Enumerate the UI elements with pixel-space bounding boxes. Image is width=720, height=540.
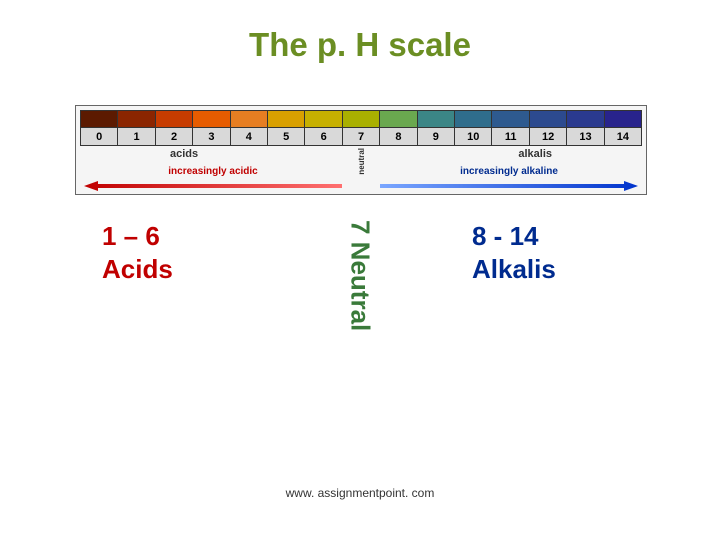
ph-color-box bbox=[530, 111, 567, 127]
ph-number: 12 bbox=[530, 128, 567, 145]
ph-number: 9 bbox=[418, 128, 455, 145]
ph-number: 7 bbox=[343, 128, 380, 145]
alkaline-arrow-wrap: increasingly alkaline bbox=[380, 166, 638, 196]
ph-number: 4 bbox=[231, 128, 268, 145]
acids-range: 1 – 6 bbox=[102, 221, 160, 251]
annotation-acids: 1 – 6 Acids bbox=[102, 220, 173, 285]
acids-label: Acids bbox=[102, 254, 173, 284]
acidic-arrow-wrap: increasingly acidic bbox=[84, 166, 342, 196]
ph-number: 0 bbox=[81, 128, 118, 145]
ph-color-box bbox=[492, 111, 529, 127]
annotation-neutral: 7 Neutral bbox=[346, 220, 375, 331]
ph-category-labels: acids neutral alkalis bbox=[80, 148, 642, 162]
annotations: 1 – 6 Acids 7 Neutral 8 - 14 Alkalis bbox=[0, 220, 720, 420]
ph-number: 3 bbox=[193, 128, 230, 145]
label-acids: acids bbox=[170, 148, 198, 160]
ph-color-box bbox=[343, 111, 380, 127]
ph-color-box bbox=[418, 111, 455, 127]
ph-number-row: 01234567891011121314 bbox=[80, 128, 642, 146]
ph-color-box bbox=[156, 111, 193, 127]
ph-number: 14 bbox=[605, 128, 641, 145]
ph-color-box bbox=[81, 111, 118, 127]
ph-scale-panel: 01234567891011121314 acids neutral alkal… bbox=[75, 105, 647, 195]
ph-color-box bbox=[193, 111, 230, 127]
ph-number: 1 bbox=[118, 128, 155, 145]
ph-color-box bbox=[380, 111, 417, 127]
ph-color-box bbox=[455, 111, 492, 127]
ph-color-box bbox=[305, 111, 342, 127]
ph-color-box bbox=[567, 111, 604, 127]
ph-number: 11 bbox=[492, 128, 529, 145]
alkalis-range: 8 - 14 bbox=[472, 221, 539, 251]
alkaline-arrow-label: increasingly alkaline bbox=[380, 166, 638, 177]
ph-number: 5 bbox=[268, 128, 305, 145]
ph-arrows: increasingly acidic increasingly alkalin… bbox=[80, 166, 642, 190]
label-alkalis: alkalis bbox=[518, 148, 552, 160]
ph-color-strip bbox=[80, 110, 642, 128]
page-title: The p. H scale bbox=[0, 0, 720, 64]
ph-number: 2 bbox=[156, 128, 193, 145]
ph-color-box bbox=[118, 111, 155, 127]
ph-number: 8 bbox=[380, 128, 417, 145]
ph-color-box bbox=[268, 111, 305, 127]
ph-color-box bbox=[605, 111, 641, 127]
annotation-alkalis: 8 - 14 Alkalis bbox=[472, 220, 556, 285]
footer-url: www. assignmentpoint. com bbox=[0, 486, 720, 500]
arrow-right-icon bbox=[380, 181, 638, 191]
acidic-arrow-label: increasingly acidic bbox=[84, 166, 342, 177]
arrow-left-icon bbox=[84, 181, 342, 191]
ph-color-box bbox=[231, 111, 268, 127]
ph-number: 10 bbox=[455, 128, 492, 145]
ph-number: 6 bbox=[305, 128, 342, 145]
alkalis-label: Alkalis bbox=[472, 254, 556, 284]
ph-number: 13 bbox=[567, 128, 604, 145]
